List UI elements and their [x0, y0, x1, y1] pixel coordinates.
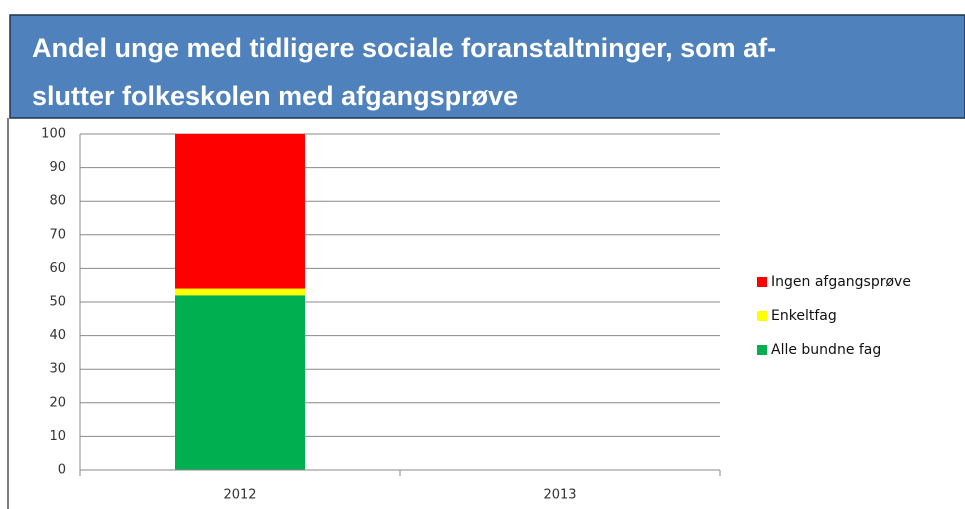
y-tick-label: 100 [41, 127, 66, 142]
y-tick-label: 70 [49, 227, 66, 242]
y-tick-label: 30 [49, 362, 66, 377]
y-tick-label: 50 [49, 295, 66, 310]
chart-title: slutter folkeskolen med afgangsprøve [32, 81, 518, 111]
legend-swatch [757, 311, 767, 321]
y-tick-label: 80 [49, 194, 66, 209]
y-tick-label: 20 [49, 395, 66, 410]
bar-segment [175, 295, 305, 470]
y-tick-label: 10 [49, 429, 66, 444]
legend-label: Ingen afgangsprøve [771, 274, 911, 290]
chart-title: Andel unge med tidligere sociale foranst… [32, 33, 776, 63]
legend-label: Enkeltfag [771, 308, 837, 324]
legend-swatch [757, 345, 767, 355]
y-tick-label: 40 [49, 328, 66, 343]
x-tick-label: 2012 [223, 488, 256, 503]
y-tick-label: 60 [49, 261, 66, 276]
y-tick-label: 90 [49, 160, 66, 175]
legend-label: Alle bundne fag [771, 342, 881, 358]
y-tick-label: 0 [58, 463, 66, 478]
legend-swatch [757, 277, 767, 287]
x-tick-label: 2013 [543, 488, 576, 503]
title-banner [9, 14, 965, 119]
bar-segment [175, 288, 305, 296]
bar-segment [175, 134, 305, 289]
